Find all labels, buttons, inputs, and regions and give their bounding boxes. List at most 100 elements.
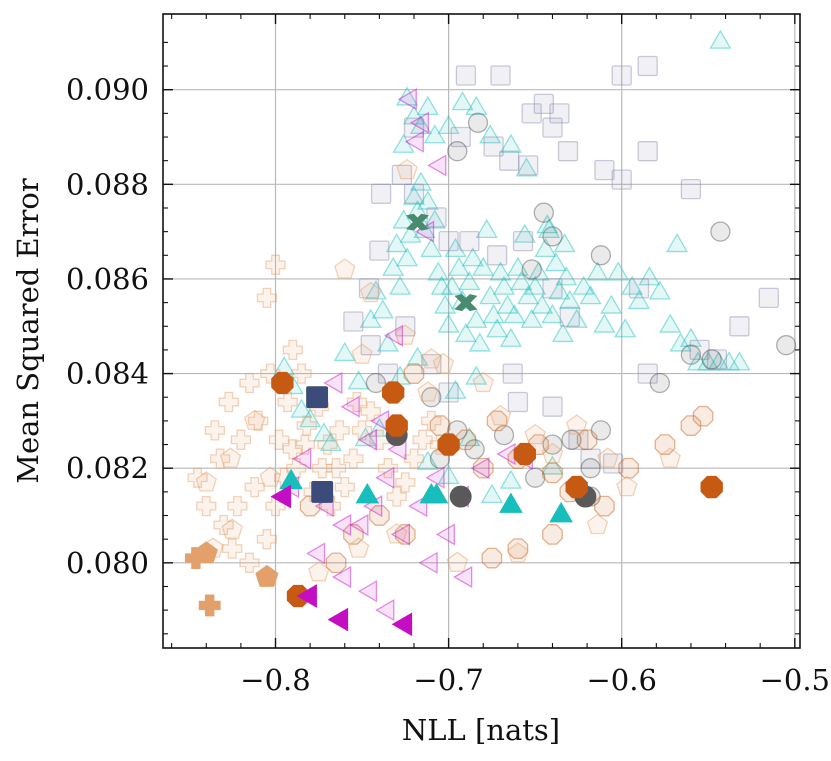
gray-squares-faded-point — [483, 136, 504, 157]
dark-gray-circles-faded-point — [542, 226, 563, 247]
magenta-left-triangles-faded-point — [435, 523, 456, 546]
cyan-triangles-faded-point — [354, 427, 377, 447]
cyan-triangles-faded-point — [537, 218, 561, 239]
orange-crosses-faded-point — [343, 448, 364, 469]
cyan-triangles-faded-point — [458, 427, 481, 447]
green-x-markers-highlight-point — [406, 213, 429, 231]
cyan-triangles-faded-point — [479, 124, 502, 144]
orange-crosses-faded-point — [222, 538, 243, 559]
cyan-triangles-highlight-point — [355, 482, 380, 504]
cyan-triangles-faded-point — [489, 261, 512, 281]
y-tick-label: 0.084 — [66, 357, 149, 391]
gray-squares-faded-point — [628, 278, 650, 299]
cyan-triangles-faded-point — [406, 346, 429, 366]
orange-crosses-faded-point — [256, 529, 278, 550]
cyan-triangles-faded-point — [290, 398, 313, 418]
cyan-triangles-faded-point — [299, 408, 322, 428]
y-tick-label: 0.082 — [66, 451, 149, 485]
gray-squares-faded-point — [637, 363, 658, 384]
orange-pentagons-faded-point — [334, 258, 356, 279]
dark-gray-circles-faded-point — [467, 112, 489, 133]
cyan-triangles-faded-point — [444, 379, 467, 399]
magenta-left-triangles-faded-point — [357, 580, 378, 603]
magenta-left-triangles-faded-point — [409, 111, 430, 134]
dark-gray-circles-faded-point — [525, 467, 546, 488]
cyan-triangles-faded-point — [451, 91, 474, 111]
cyan-triangles-faded-point — [347, 370, 370, 390]
gray-squares-faded-point — [680, 178, 702, 200]
orange-crosses-faded-point — [282, 439, 303, 460]
gray-squares-faded-point — [689, 339, 710, 361]
cyan-triangles-faded-point — [416, 190, 439, 210]
cyan-triangles-faded-point — [376, 332, 400, 352]
orange-crosses-faded-point — [244, 476, 265, 498]
magenta-left-triangles-highlight-point — [270, 484, 292, 509]
y-tick-label: 0.080 — [66, 546, 149, 580]
cyan-triangles-faded-point — [499, 327, 522, 347]
cyan-triangles-faded-point — [534, 237, 557, 258]
orange-pentagons-faded-point — [489, 404, 512, 426]
dark-gray-circles-faded-point — [580, 458, 601, 479]
dark-gray-circles-faded-point — [421, 387, 442, 408]
gray-squares-faded-point — [594, 159, 615, 181]
cyan-triangles-faded-point — [517, 285, 540, 305]
orange-octagons-faded-point — [594, 495, 615, 517]
cyan-triangles-faded-point — [565, 308, 588, 328]
cyan-triangles-faded-point — [513, 223, 536, 243]
gray-squares-faded-point — [403, 183, 425, 204]
cyan-triangles-faded-point — [416, 95, 439, 115]
ticks — [163, 14, 800, 648]
orange-octagons-faded-point — [680, 415, 702, 436]
cyan-triangles-faded-point — [420, 237, 443, 258]
highlight-points — [184, 213, 723, 637]
cyan-triangles-faded-point — [659, 313, 682, 333]
cyan-triangles-faded-point — [465, 95, 488, 115]
x-tick-label: −0.5 — [760, 663, 830, 697]
magenta-left-triangles-faded-point — [332, 513, 352, 537]
cyan-triangles-highlight-point — [499, 492, 523, 513]
gray-squares-highlight-point — [306, 386, 329, 409]
cyan-triangles-faded-point — [465, 308, 488, 328]
cyan-triangles-highlight-point — [279, 468, 303, 490]
cyan-triangles-faded-point — [548, 280, 571, 300]
orange-crosses-faded-point — [412, 429, 433, 450]
magenta-left-triangles-highlight-point — [296, 584, 317, 608]
orange-pentagons-faded-point — [219, 447, 242, 468]
cyan-triangles-faded-point — [333, 341, 356, 362]
orange-pentagons-faded-point — [586, 513, 609, 535]
cyan-triangles-faded-point — [423, 209, 446, 229]
gray-squares-faded-point — [758, 287, 779, 309]
orange-octagons-faded-point — [369, 505, 390, 526]
orange-octagons-faded-point — [576, 429, 598, 451]
cyan-triangles-faded-point — [399, 223, 422, 243]
orange-crosses-faded-point — [296, 415, 317, 436]
cyan-triangles-faded-point — [482, 304, 505, 324]
gray-squares-highlight-point — [311, 480, 334, 503]
orange-crosses-faded-point — [230, 429, 252, 450]
cyan-triangles-faded-point — [461, 247, 484, 267]
cyan-triangles-faded-point — [486, 318, 509, 338]
cyan-triangles-faded-point — [423, 124, 446, 144]
orange-pentagons-faded-point — [243, 409, 266, 431]
magenta-left-triangles-faded-point — [404, 130, 424, 153]
orange-pentagons-faded-point — [195, 471, 218, 492]
orange-octagons-faded-point — [486, 410, 508, 432]
gray-squares-faded-point — [557, 141, 579, 162]
gray-squares-faded-point — [568, 429, 589, 450]
gray-squares-faded-point — [499, 150, 520, 171]
orange-octagons-faded-point — [343, 524, 364, 545]
orange-octagons-faded-point — [692, 405, 714, 427]
gray-squares-faded-point — [459, 230, 480, 252]
cyan-triangles-faded-point — [558, 289, 581, 310]
dark-gray-circles-faded-point — [464, 439, 485, 460]
magenta-left-triangles-faded-point — [332, 565, 352, 589]
magenta-left-triangles-faded-point — [453, 565, 473, 589]
dark-gray-circles-faded-point — [493, 424, 515, 446]
orange-octagons-highlight-point — [565, 475, 588, 499]
dark-gray-circles-faded-point — [701, 349, 722, 370]
cyan-triangles-faded-point — [579, 285, 602, 305]
orange-octagons-faded-point — [654, 434, 676, 455]
cyan-triangles-faded-point — [499, 469, 522, 489]
cyan-triangles-faded-point — [607, 261, 630, 281]
